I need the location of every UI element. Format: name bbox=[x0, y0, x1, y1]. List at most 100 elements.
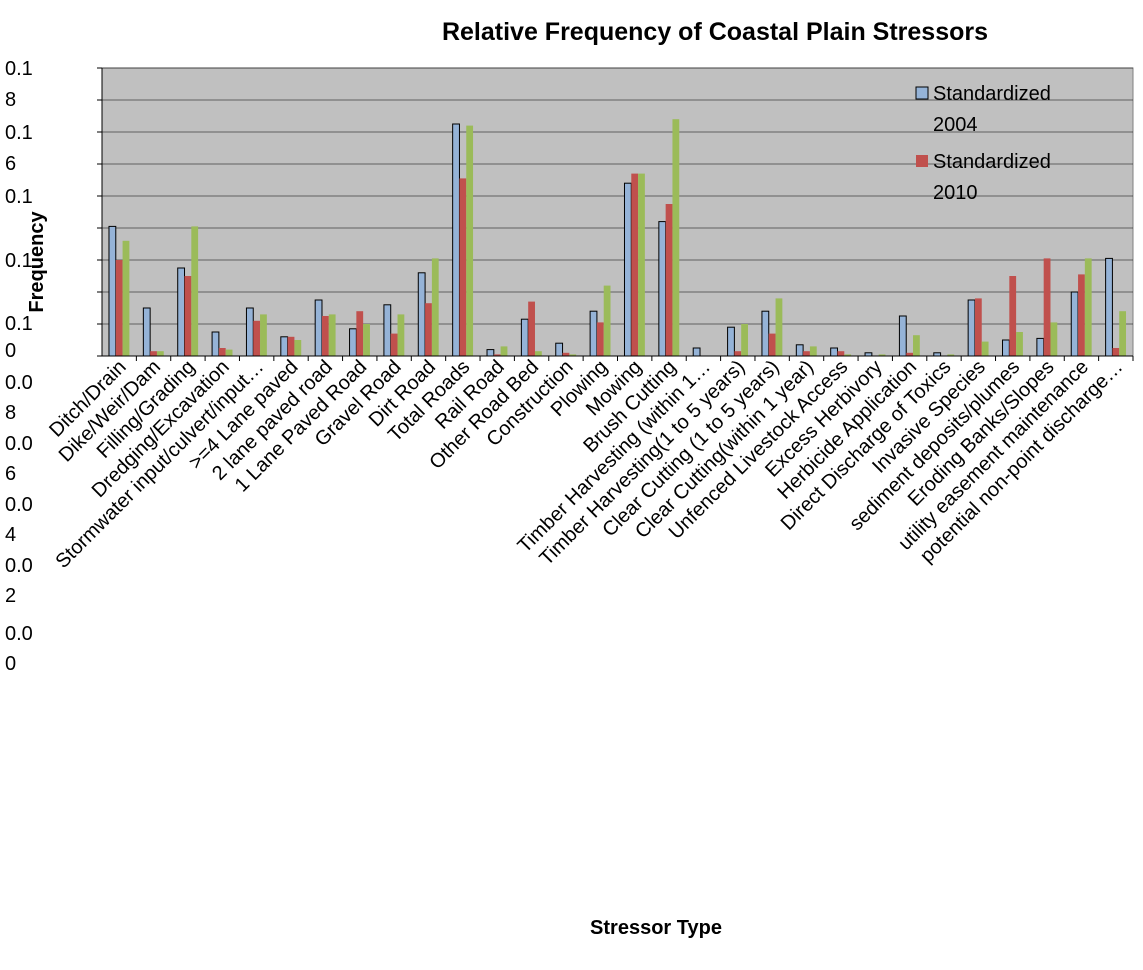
bar-1-6 bbox=[314, 299, 323, 357]
y-tick-label: 0.0 bbox=[5, 494, 33, 516]
bar-1-16 bbox=[658, 221, 667, 357]
bar-2-14 bbox=[596, 322, 604, 356]
bar-1-4 bbox=[245, 307, 254, 357]
bar-2-10 bbox=[459, 178, 467, 356]
bar-3-3 bbox=[225, 349, 233, 356]
y-axis-title: Frequency bbox=[26, 211, 48, 313]
legend-swatch-1 bbox=[915, 86, 929, 100]
bar-1-10 bbox=[452, 123, 460, 357]
bar-1-1 bbox=[142, 307, 151, 357]
bar-1-27 bbox=[1036, 337, 1045, 357]
x-axis-title: Stressor Type bbox=[590, 917, 722, 939]
y-tick-label: 2 bbox=[5, 585, 16, 607]
y-tick-label: 0.1 bbox=[5, 186, 33, 208]
bar-3-26 bbox=[1016, 332, 1023, 356]
bar-3-11 bbox=[500, 346, 508, 356]
y-tick-label: 4 bbox=[5, 524, 16, 546]
y-tick-label: 0.0 bbox=[5, 555, 33, 577]
bar-1-21 bbox=[830, 347, 838, 357]
bars bbox=[108, 119, 1127, 357]
y-tick-label: 0 bbox=[5, 653, 16, 675]
bar-2-16 bbox=[665, 204, 673, 356]
bar-1-9 bbox=[417, 272, 426, 357]
bar-2-25 bbox=[974, 298, 982, 356]
bar-2-29 bbox=[1112, 348, 1120, 356]
bar-1-12 bbox=[520, 318, 529, 357]
bar-1-5 bbox=[280, 336, 289, 357]
bar-3-19 bbox=[775, 298, 783, 356]
y-tick-label: 6 bbox=[5, 463, 16, 485]
bar-2-18 bbox=[734, 351, 742, 356]
bar-2-11 bbox=[493, 354, 501, 356]
bar-1-13 bbox=[555, 342, 564, 357]
bar-3-24 bbox=[947, 354, 955, 356]
chart-title: Relative Frequency of Coastal Plain Stre… bbox=[442, 18, 988, 46]
legend-label-2-cont: 2010 bbox=[933, 182, 978, 204]
bar-2-27 bbox=[1043, 258, 1051, 356]
bar-3-7 bbox=[363, 324, 370, 356]
bar-3-25 bbox=[981, 341, 989, 356]
bar-1-20 bbox=[795, 344, 804, 357]
bar-2-5 bbox=[287, 336, 295, 356]
bar-1-11 bbox=[486, 349, 495, 357]
bar-1-19 bbox=[761, 310, 770, 357]
bar-1-3 bbox=[211, 331, 220, 357]
bar-3-14 bbox=[603, 285, 611, 356]
bar-3-10 bbox=[466, 125, 474, 356]
bar-1-14 bbox=[589, 310, 598, 357]
bar-3-15 bbox=[638, 173, 645, 356]
bar-2-6 bbox=[321, 316, 329, 356]
bar-2-19 bbox=[768, 333, 776, 356]
bar-3-21 bbox=[844, 354, 852, 356]
bar-2-13 bbox=[562, 352, 570, 356]
bar-3-0 bbox=[122, 240, 130, 356]
bar-3-5 bbox=[294, 340, 302, 356]
bar-2-26 bbox=[1009, 276, 1017, 356]
bar-1-29 bbox=[1105, 257, 1113, 357]
y-tick-label: 0.0 bbox=[5, 372, 33, 394]
y-tick-label: 0 bbox=[5, 340, 16, 362]
bar-2-28 bbox=[1078, 274, 1085, 356]
y-axis: 0.1 8 0.1 6 0.1 0.1 0.1 0 0.0 8 0.0 6 0.0 4 0.0 2 0.0 0 bbox=[5, 58, 103, 675]
bar-2-9 bbox=[425, 303, 432, 356]
y-tick-label: 0.1 bbox=[5, 122, 33, 144]
y-tick-label: 0.1 bbox=[5, 313, 33, 335]
plot-area bbox=[101, 67, 1134, 357]
bar-2-21 bbox=[837, 351, 845, 356]
y-tick-label: 0.0 bbox=[5, 623, 33, 645]
bar-2-1 bbox=[150, 351, 157, 356]
legend-label-1-cont: 2004 bbox=[933, 114, 978, 136]
bar-1-26 bbox=[1002, 339, 1010, 357]
bar-1-18 bbox=[727, 326, 735, 357]
legend-swatch-2 bbox=[916, 155, 928, 167]
bar-3-18 bbox=[741, 324, 748, 356]
bar-3-23 bbox=[913, 335, 920, 356]
bar-2-4 bbox=[253, 320, 261, 356]
x-axis: Ditch/DrainDike/Weir/DamFilling/GradingD… bbox=[45, 355, 1134, 573]
y-tick-label: 0.1 bbox=[5, 250, 33, 272]
bar-3-6 bbox=[328, 314, 336, 356]
bar-1-2 bbox=[177, 267, 186, 357]
bar-1-28 bbox=[1070, 291, 1079, 357]
bar-3-28 bbox=[1084, 258, 1092, 356]
bar-2-0 bbox=[115, 260, 123, 356]
bar-2-7 bbox=[356, 311, 364, 356]
bar-3-22 bbox=[878, 354, 886, 356]
legend: Standardized 2004 Standardized 2010 bbox=[915, 83, 1051, 204]
y-tick-label: 0.1 bbox=[5, 58, 33, 80]
bar-2-8 bbox=[390, 333, 398, 356]
legend-label-1: Standardized bbox=[933, 83, 1051, 105]
bar-3-2 bbox=[191, 226, 199, 356]
bar-3-20 bbox=[809, 346, 817, 356]
bar-2-12 bbox=[528, 301, 535, 356]
bar-2-20 bbox=[803, 351, 810, 356]
y-tick-label: 8 bbox=[5, 402, 16, 424]
bar-1-7 bbox=[349, 328, 357, 357]
bar-1-0 bbox=[108, 225, 117, 357]
bar-2-23 bbox=[906, 352, 914, 356]
y-tick-label: 6 bbox=[5, 153, 16, 175]
bar-3-1 bbox=[156, 351, 164, 356]
bar-2-15 bbox=[631, 173, 639, 356]
bar-1-8 bbox=[383, 304, 392, 357]
